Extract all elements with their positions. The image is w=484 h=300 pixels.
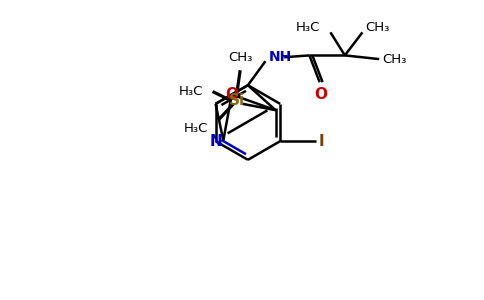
- Text: O: O: [225, 87, 238, 102]
- Text: H₃C: H₃C: [296, 21, 320, 34]
- Text: I: I: [318, 134, 324, 149]
- Text: NH: NH: [269, 50, 292, 64]
- Text: N: N: [209, 134, 222, 149]
- Text: CH₃: CH₃: [382, 52, 407, 66]
- Text: H₃C: H₃C: [184, 122, 209, 134]
- Text: H₃C: H₃C: [179, 85, 203, 98]
- Text: CH₃: CH₃: [365, 21, 390, 34]
- Text: O: O: [314, 87, 327, 102]
- Text: Si: Si: [228, 93, 244, 108]
- Text: CH₃: CH₃: [228, 51, 252, 64]
